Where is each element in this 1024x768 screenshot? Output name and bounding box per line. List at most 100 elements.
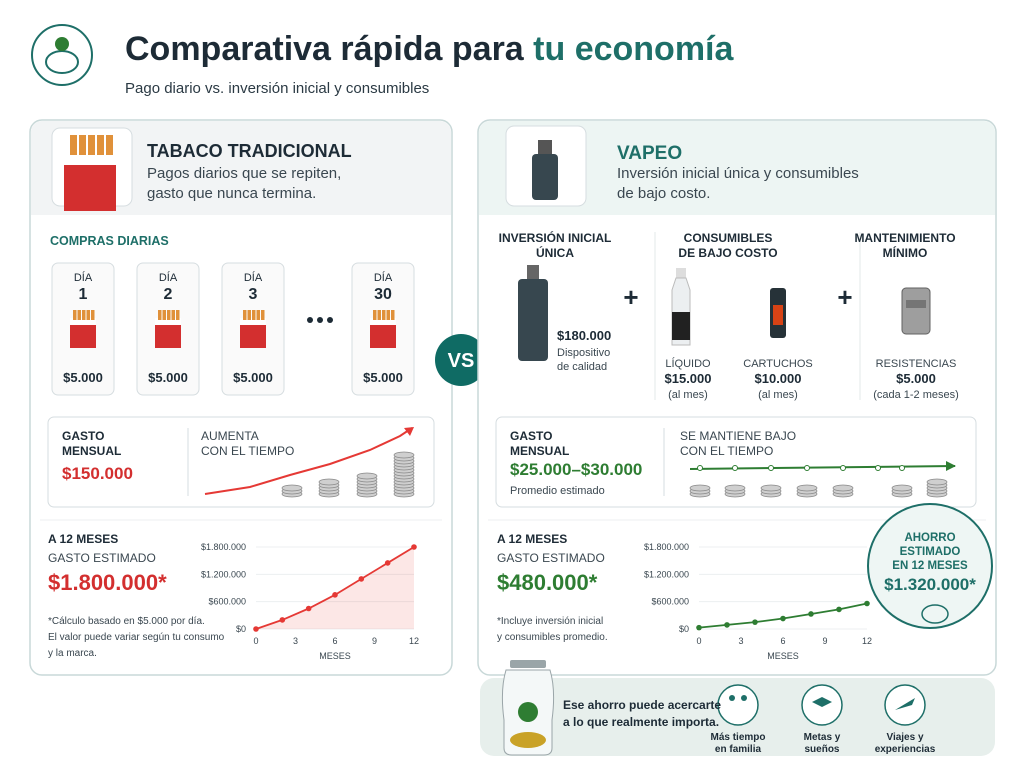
footer-strip-part xyxy=(895,698,915,710)
x-tick-label: 9 xyxy=(372,636,377,646)
cigarette xyxy=(382,310,386,320)
savings-badge-part xyxy=(921,604,949,624)
footer-benefits-label: en familia xyxy=(715,744,762,755)
footer-strip xyxy=(480,660,995,756)
tabaco-monthly-label: GASTO xyxy=(62,429,104,443)
vapeo-description: Inversión inicial única y consumibles xyxy=(617,165,859,182)
vapeo-panel-part xyxy=(495,416,977,508)
footer-benefits-label: Más tiempo xyxy=(710,732,765,743)
tabaco-year-note: y la marca. xyxy=(48,648,97,659)
tabaco-description: gasto que nunca termina. xyxy=(147,185,316,202)
cigarette xyxy=(82,310,86,320)
coin xyxy=(891,484,913,492)
savings-badge xyxy=(867,503,993,629)
vapeo-panel-part xyxy=(538,140,552,154)
tabaco-monthly-trend: CON EL TIEMPO xyxy=(201,444,294,458)
coin xyxy=(724,484,746,492)
vapeo-panel-part xyxy=(477,119,997,676)
vapeo-year-sublabel: GASTO ESTIMADO xyxy=(497,551,605,565)
vapeo-maintenance-heading: MÍNIMO xyxy=(883,245,928,260)
tabaco-monthly-label: MENSUAL xyxy=(62,444,121,458)
cigarette-pack xyxy=(70,310,96,348)
coin xyxy=(393,451,415,459)
coin xyxy=(760,484,782,492)
pack-band xyxy=(70,318,96,325)
savings-value: $1.320.000* xyxy=(884,575,976,594)
footer-message: a lo que realmente importa. xyxy=(563,715,719,729)
vapeo-monthly-label: MENSUAL xyxy=(510,444,569,458)
cigarette xyxy=(252,310,256,320)
vapeo-consumables-items-name: LÍQUIDO xyxy=(665,357,711,370)
cigarette xyxy=(70,135,77,155)
vapeo-panel-part xyxy=(773,305,783,325)
vapeo-initial-price: $180.000 xyxy=(557,328,611,343)
header-icon xyxy=(31,24,93,86)
vapeo-panel-part xyxy=(527,265,539,279)
cigarette xyxy=(167,310,171,320)
vapeo-maintenance-items-price: $5.000 xyxy=(896,371,936,386)
vapeo-description: de bajo costo. xyxy=(617,185,710,202)
point xyxy=(253,626,259,632)
cigarette xyxy=(79,135,86,155)
tabaco-panel-part xyxy=(307,317,313,323)
vapeo-initial-detail: Dispositivo xyxy=(557,347,610,359)
vapeo-maintenance-heading: MANTENIMIENTO xyxy=(854,231,955,245)
cigarette xyxy=(377,310,381,320)
savings-label: EN 12 MESES xyxy=(892,560,968,572)
point xyxy=(279,617,286,623)
point xyxy=(384,560,391,566)
y-tick-label: $600.000 xyxy=(208,597,246,607)
tabaco-description: Pagos diarios que se repiten, xyxy=(147,165,341,182)
footer-message: Ese ahorro puede acercarte xyxy=(563,698,721,712)
vapeo-year-note: y consumibles promedio. xyxy=(497,632,608,643)
point xyxy=(752,619,758,625)
savings-label: AHORRO xyxy=(904,532,955,544)
y-tick-label: $1.200.000 xyxy=(644,569,689,579)
cigarette xyxy=(77,310,81,320)
trend-dot xyxy=(768,465,774,471)
vapeo-monthly-label: GASTO xyxy=(510,429,552,443)
cigarette xyxy=(171,310,175,320)
vapeo-panel-part xyxy=(532,154,558,200)
x-tick-label: 3 xyxy=(293,636,298,646)
tabaco-panel-part xyxy=(327,317,333,323)
trend-dot xyxy=(697,465,703,471)
y-tick-label: $1.800.000 xyxy=(644,542,689,552)
point xyxy=(836,606,842,613)
tabaco-year-note: *Cálculo basado en $5.000 por día. xyxy=(48,616,205,627)
area xyxy=(256,547,414,629)
tabaco-panel-part xyxy=(204,427,413,495)
tabaco-days-price: $5.000 xyxy=(63,370,103,385)
x-tick-label: 3 xyxy=(738,636,743,646)
savings-badge-part xyxy=(867,503,993,629)
cigarette xyxy=(88,135,95,155)
y-tick-label: $1.200.000 xyxy=(201,569,246,579)
tabaco-days-day: 30 xyxy=(374,286,392,303)
tabaco-monthly-trend: AUMENTA xyxy=(201,429,259,443)
vapeo-maintenance-items-period: (cada 1-2 meses) xyxy=(873,389,959,401)
tabaco-year-value: $1.800.000* xyxy=(48,570,167,595)
vapeo-panel-part xyxy=(479,121,995,215)
x-axis-label: MESES xyxy=(319,651,351,661)
tabaco-year-note: El valor puede variar según tu consumo xyxy=(48,632,225,643)
trend-dot xyxy=(875,465,881,471)
x-tick-label: 0 xyxy=(696,636,701,646)
footer-benefits-label: Viajes y xyxy=(886,732,924,743)
tabaco-panel-part xyxy=(404,427,414,436)
title: Comparativa rápida para tu economía xyxy=(125,30,734,68)
cigarette-pack xyxy=(240,310,266,348)
footer-benefits-label: sueños xyxy=(804,744,839,755)
vs: VS xyxy=(448,350,475,372)
cigarette xyxy=(106,135,113,155)
point xyxy=(808,611,814,617)
vapeo-monthly-note: Promedio estimado xyxy=(510,485,605,497)
cigarette-pack xyxy=(64,135,116,211)
tabaco-days-price: $5.000 xyxy=(233,370,273,385)
point xyxy=(305,605,312,612)
cigarette xyxy=(97,135,104,155)
vapeo-panel-part: + xyxy=(623,282,638,312)
y-tick-label: $0 xyxy=(236,624,246,634)
coin xyxy=(356,472,378,480)
vapeo-monthly-trend: SE MANTIENE BAJO xyxy=(680,429,796,443)
